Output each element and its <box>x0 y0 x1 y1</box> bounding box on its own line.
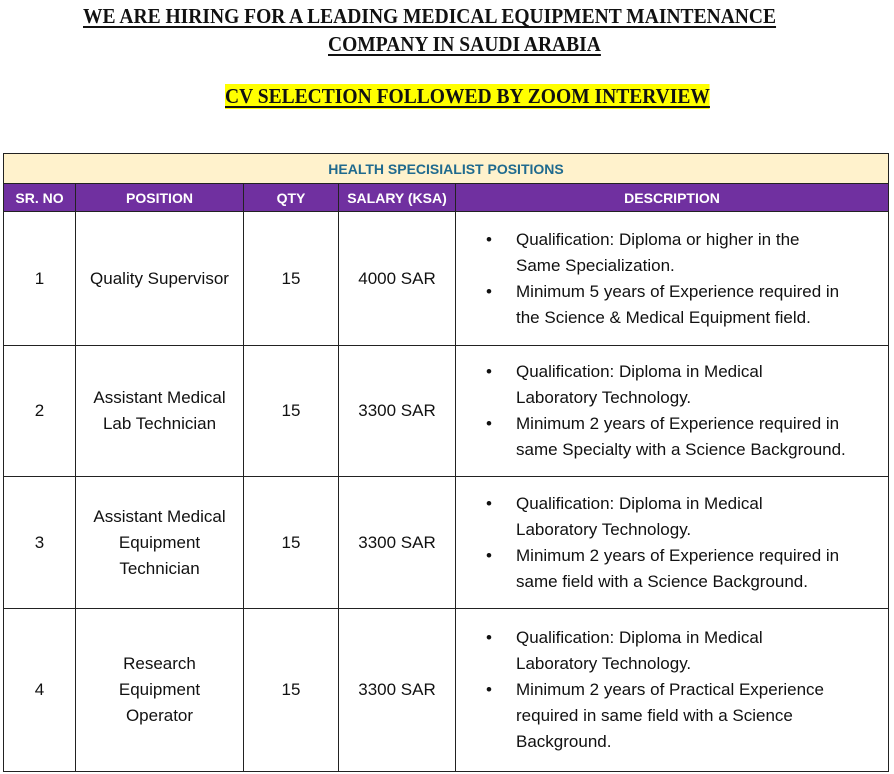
table-title: HEALTH SPECISIALIST POSITIONS <box>2 153 890 184</box>
interview-note: CV SELECTION FOLLOWED BY ZOOM INTERVIEW <box>225 84 710 109</box>
salary: 3300 SAR <box>338 345 456 477</box>
position: Assistant Medical Equipment Technician <box>75 476 244 609</box>
salary: 3300 SAR <box>338 476 456 609</box>
positions-table: HEALTH SPECISIALIST POSITIONS SR. NO POS… <box>2 153 890 772</box>
position: Quality Supervisor <box>75 211 244 346</box>
col-header-salary: SALARY (KSA) <box>338 183 456 212</box>
position: Research Equipment Operator <box>75 608 244 772</box>
col-header-description: DESCRIPTION <box>454 183 890 212</box>
salary: 4000 SAR <box>338 211 456 346</box>
qty: 15 <box>243 211 339 346</box>
qty: 15 <box>243 345 339 477</box>
col-header-qty: QTY <box>243 183 339 212</box>
table-row: 3 Assistant Medical Equipment Technician 1… <box>3 476 890 609</box>
position: Assistant Medical Lab Technician <box>75 345 244 477</box>
description-list: Qualification: Diploma in Medical Labora… <box>486 491 888 595</box>
description-list: Qualification: Diploma in Medical Labora… <box>486 625 888 755</box>
description: Qualification: Diploma or higher in the … <box>454 211 890 346</box>
description: Qualification: Diploma in Medical Labora… <box>454 608 890 772</box>
salary: 3300 SAR <box>338 608 456 772</box>
description-bullet: Qualification: Diploma in Medical Labora… <box>486 359 888 411</box>
description-bullet: Minimum 2 years of Practical Experience … <box>486 677 888 755</box>
qty: 15 <box>243 608 339 772</box>
sr-no: 3 <box>3 476 76 609</box>
qty: 15 <box>243 476 339 609</box>
description: Qualification: Diploma in Medical Labora… <box>454 476 890 609</box>
description-bullet: Minimum 5 years of Experience required i… <box>486 279 888 331</box>
description-bullet: Minimum 2 years of Experience required i… <box>486 411 888 463</box>
description-bullet: Qualification: Diploma or higher in the … <box>486 227 888 279</box>
col-header-sr: SR. NO <box>3 183 76 212</box>
headline-line-2: COMPANY IN SAUDI ARABIA <box>328 32 601 56</box>
sr-no: 2 <box>3 345 76 477</box>
description-bullet: Qualification: Diploma in Medical Labora… <box>486 491 888 543</box>
sr-no: 1 <box>3 211 76 346</box>
col-header-position: POSITION <box>75 183 244 212</box>
table-row: 2 Assistant Medical Lab Technician 15 3300 … <box>3 345 890 477</box>
description-list: Qualification: Diploma in Medical Labora… <box>486 359 888 463</box>
description-bullet: Minimum 2 years of Experience required i… <box>486 543 888 595</box>
description-list: Qualification: Diploma or higher in the … <box>486 227 888 331</box>
description: Qualification: Diploma in Medical Labora… <box>454 345 890 477</box>
description-bullet: Qualification: Diploma in Medical Labora… <box>486 625 888 677</box>
headline-line-1: WE ARE HIRING FOR A LEADING MEDICAL EQUI… <box>83 4 777 28</box>
sr-no: 4 <box>3 608 76 772</box>
